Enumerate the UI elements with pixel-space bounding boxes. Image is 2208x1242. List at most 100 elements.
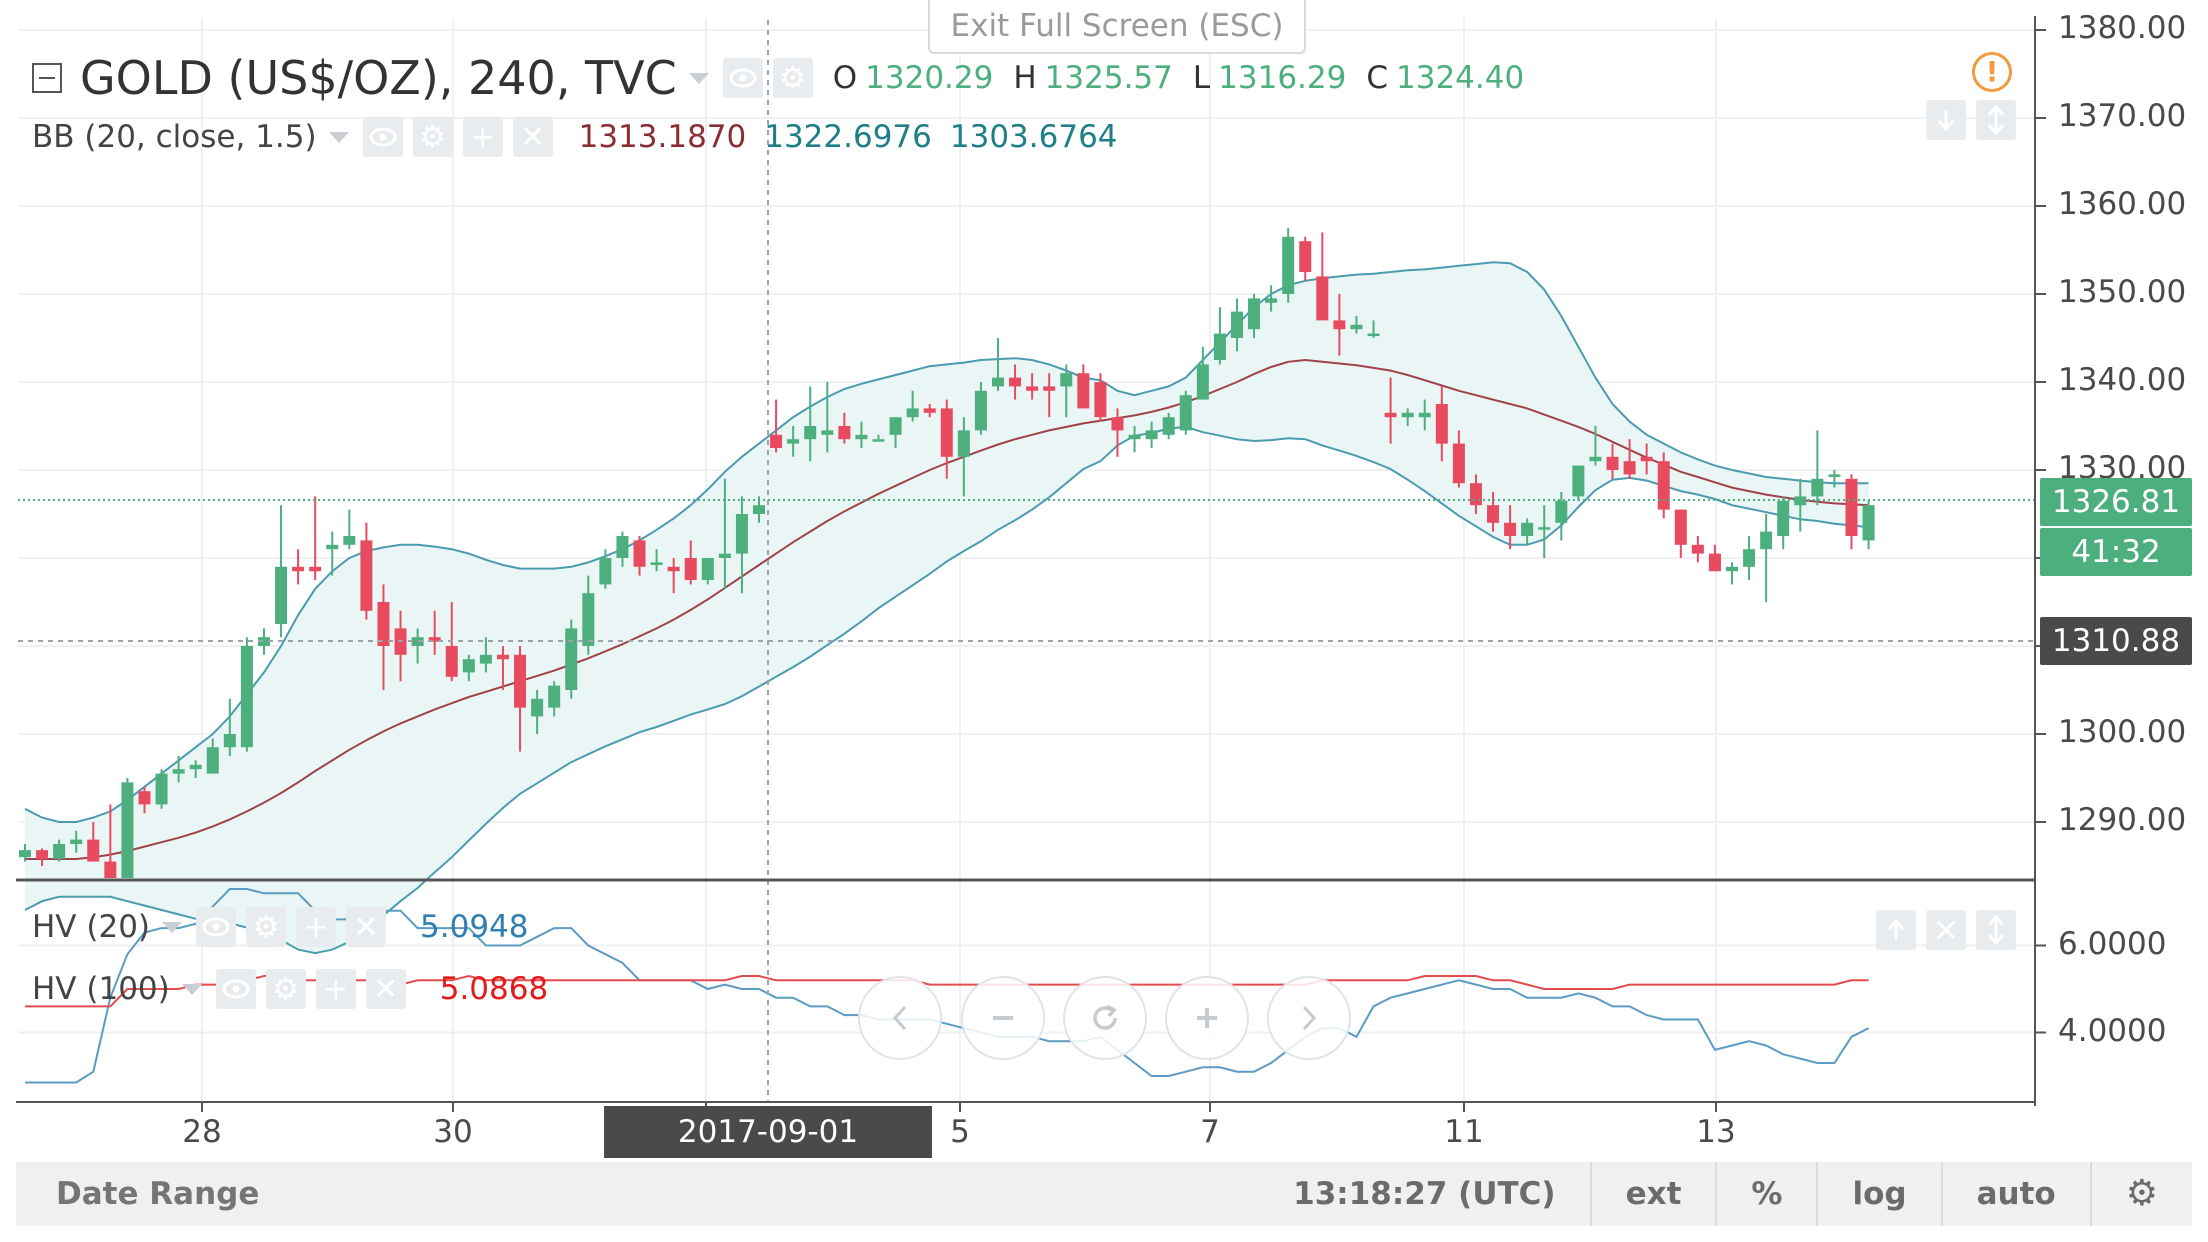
- candle: [1862, 500, 1875, 550]
- settings-gear-icon[interactable]: ⚙: [2089, 1162, 2192, 1226]
- date-range-button[interactable]: Date Range: [56, 1176, 260, 1212]
- chevron-down-icon[interactable]: [688, 72, 709, 84]
- candle: [940, 399, 953, 479]
- candle: [1504, 505, 1517, 550]
- candle: [1384, 377, 1397, 444]
- eye-icon[interactable]: [196, 907, 237, 947]
- percent-toggle[interactable]: %: [1715, 1162, 1816, 1226]
- candle-body: [1726, 566, 1738, 572]
- collapse-icon[interactable]: [32, 63, 62, 93]
- hv100-title[interactable]: HV (100): [32, 971, 170, 1007]
- candle: [1538, 505, 1551, 558]
- candle: [1418, 399, 1431, 431]
- candle-body: [206, 747, 219, 774]
- candle-body: [1487, 505, 1500, 523]
- log-toggle[interactable]: log: [1816, 1162, 1940, 1226]
- eye-icon[interactable]: [362, 117, 403, 157]
- candle: [1691, 536, 1704, 563]
- candle-body: [257, 637, 270, 646]
- candle-body: [1469, 483, 1482, 506]
- candle: [19, 844, 31, 862]
- auto-toggle[interactable]: auto: [1940, 1162, 2090, 1226]
- candle-body: [582, 593, 595, 646]
- candle: [565, 619, 578, 699]
- eye-icon[interactable]: [722, 58, 763, 98]
- plus-icon[interactable]: +: [462, 117, 503, 157]
- candle-body: [1077, 373, 1090, 409]
- gear-icon[interactable]: ⚙: [246, 907, 287, 947]
- candle: [1606, 443, 1619, 479]
- move-updown-icon[interactable]: [1976, 100, 2016, 140]
- open-label: O: [832, 60, 858, 96]
- close-pane-icon[interactable]: [1926, 910, 1966, 950]
- bb-title[interactable]: BB (20, close, 1.5): [32, 119, 317, 155]
- candle-body: [104, 861, 117, 878]
- candle: [1487, 492, 1500, 532]
- utc-clock[interactable]: 13:18:27 (UTC): [1293, 1176, 1556, 1212]
- candle-body: [1128, 434, 1141, 440]
- chevron-down-icon[interactable]: [181, 983, 202, 995]
- close-icon[interactable]: ✕: [512, 117, 553, 157]
- warning-icon[interactable]: !: [1972, 52, 2012, 92]
- candle-body: [1828, 474, 1841, 477]
- candle: [1811, 430, 1824, 506]
- candle-body: [1691, 544, 1704, 554]
- gear-icon[interactable]: ⚙: [265, 969, 306, 1009]
- candle: [1128, 426, 1141, 453]
- candle-body: [138, 791, 151, 805]
- candle: [1282, 228, 1295, 303]
- candle-body: [735, 514, 748, 554]
- move-updown-icon[interactable]: [1976, 910, 2016, 950]
- reset-button[interactable]: [1063, 976, 1147, 1060]
- eye-icon[interactable]: [215, 969, 256, 1009]
- hv20-title[interactable]: HV (20): [32, 909, 151, 945]
- candle-body: [1196, 364, 1209, 400]
- gear-icon[interactable]: ⚙: [412, 117, 453, 157]
- chevron-down-icon[interactable]: [162, 921, 183, 933]
- candle: [1248, 294, 1261, 338]
- candle-body: [684, 558, 697, 580]
- candle-body: [923, 408, 936, 413]
- gear-icon[interactable]: ⚙: [772, 58, 813, 98]
- symbol-title[interactable]: GOLD (US$/OZ), 240, TVC: [80, 51, 677, 105]
- candle-body: [121, 782, 134, 878]
- candle-body: [19, 850, 31, 858]
- candle-body: [957, 430, 970, 457]
- chevron-down-icon[interactable]: [328, 131, 349, 143]
- candle: [701, 558, 714, 585]
- zoom-in-button[interactable]: [1165, 976, 1249, 1060]
- price-tick-label: 1350.00: [2058, 274, 2187, 310]
- candle: [189, 760, 202, 778]
- close-icon[interactable]: ✕: [346, 907, 387, 947]
- move-up-icon[interactable]: [1876, 910, 1916, 950]
- candle-body: [1640, 456, 1653, 462]
- candle: [1760, 514, 1773, 602]
- scroll-right-button[interactable]: [1267, 976, 1351, 1060]
- exit-fullscreen-button[interactable]: Exit Full Screen (ESC): [928, 0, 1306, 54]
- price-tick-label: 1380.00: [2058, 10, 2187, 46]
- close-icon[interactable]: ✕: [365, 969, 406, 1009]
- candle: [155, 769, 168, 809]
- candle: [889, 417, 902, 448]
- candle: [1230, 298, 1243, 352]
- candle-body: [855, 434, 868, 440]
- plus-icon[interactable]: +: [315, 969, 356, 1009]
- main-legend: GOLD (US$/OZ), 240, TVC ⚙ O 1320.29 H 13…: [32, 50, 1524, 106]
- candle-body: [650, 562, 663, 565]
- scroll-left-button[interactable]: [858, 976, 942, 1060]
- candle-body: [821, 430, 834, 435]
- candle: [36, 848, 49, 866]
- candle: [1009, 364, 1022, 400]
- candle: [343, 509, 356, 550]
- move-down-icon[interactable]: [1926, 100, 1966, 140]
- time-tick-label: 5: [950, 1114, 970, 1150]
- last-price-tag: 1326.81: [2040, 478, 2192, 526]
- candle: [360, 522, 373, 620]
- plus-icon[interactable]: +: [296, 907, 337, 947]
- candle-body: [1350, 324, 1363, 330]
- candle-body: [1794, 496, 1807, 506]
- ext-toggle[interactable]: ext: [1589, 1162, 1716, 1226]
- candle-body: [1811, 478, 1824, 497]
- zoom-out-button[interactable]: [961, 976, 1045, 1060]
